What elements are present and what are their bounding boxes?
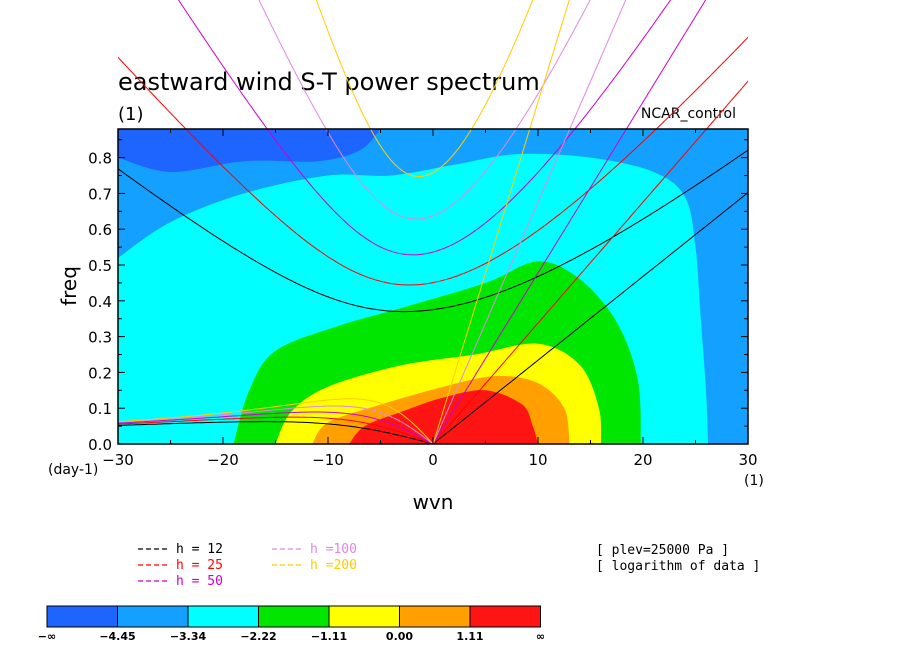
- chart-title: eastward wind S-T power spectrum: [118, 68, 540, 96]
- rossby-curve-h200: [118, 398, 434, 444]
- y-tick-label: 0.3: [88, 329, 112, 347]
- colorbar-swatch: [117, 605, 189, 628]
- legend-label-h200: h =200: [310, 558, 357, 573]
- x-unit-label: (1): [744, 473, 764, 489]
- colorbar-label: 0.00: [386, 630, 413, 643]
- colorbar-label: ∞: [536, 630, 545, 643]
- y-tick-label: 0.8: [88, 150, 112, 168]
- axes: 0.0 0.1 0.2 0.3 0.4 0.5 0.6 0.7 0.8 −30 −20 −10 0 10 2…: [88, 129, 758, 469]
- contour-band-top: [118, 129, 381, 173]
- x-tick-label: −20: [207, 451, 239, 469]
- rossby-curve-h50: [118, 411, 434, 444]
- legend-label-h12: h = 12: [176, 542, 223, 557]
- info-logarithm: [ logarithm of data ]: [596, 559, 760, 574]
- legend-label-h25: h = 25: [176, 558, 223, 573]
- x-tick-label: −30: [102, 451, 134, 469]
- colorbar-label: −∞: [38, 630, 56, 643]
- y-tick-label: 0.1: [88, 400, 112, 418]
- y-tick-label: 0.6: [88, 221, 112, 239]
- ig-curve-h25: [118, 36, 748, 286]
- colorbar-label: −2.22: [240, 630, 276, 643]
- y-tick-label: 0.4: [88, 293, 112, 311]
- kelvin-curve-h25: [432, 80, 748, 444]
- y-tick-label: 0.0: [88, 436, 112, 454]
- colorbar: −∞ −4.45 −3.34 −2.22 −1.11 0.00 1.11 ∞: [38, 605, 545, 643]
- chart-subtitle: (1): [118, 104, 144, 125]
- kelvin-curve-h12: [432, 191, 748, 444]
- x-axis-label: wvn: [413, 490, 454, 514]
- ig-curve-h12: [118, 149, 748, 313]
- x-tick-label: 10: [528, 451, 547, 469]
- x-tick-label: −10: [312, 451, 344, 469]
- info-plev: [ plev=25000 Pa ]: [596, 543, 729, 558]
- colorbar-label: 1.11: [456, 630, 483, 643]
- y-tick-label: 0.7: [88, 185, 112, 203]
- colorbar-swatch: [399, 605, 471, 628]
- y-unit-label: (day-1): [48, 462, 98, 478]
- rossby-curve-h25: [118, 416, 434, 444]
- ig-curve-h50: [177, 0, 672, 256]
- x-tick-label: 30: [738, 451, 757, 469]
- contour-fill: [118, 129, 748, 444]
- kelvin-curve-h50: [432, 0, 707, 444]
- legend-label-h50: h = 50: [176, 574, 223, 589]
- ig-curve-h200: [315, 0, 534, 178]
- ig-curve-h100: [258, 0, 591, 220]
- colorbar-label: −1.11: [311, 630, 347, 643]
- rossby-curve-h12: [118, 421, 434, 444]
- colorbar-swatch: [328, 605, 400, 628]
- kelvin-curve-h100: [432, 0, 627, 444]
- colorbar-swatch: [469, 605, 541, 628]
- y-axis-label: freq: [57, 266, 81, 306]
- colorbar-swatch: [187, 605, 259, 628]
- kelvin-curve-h200: [432, 0, 570, 444]
- colorbar-swatch: [258, 605, 330, 628]
- dispersion-curves: [118, 0, 748, 444]
- colorbar-swatch: [46, 605, 118, 628]
- x-tick-label: 0: [428, 451, 438, 469]
- y-tick-label: 0.5: [88, 257, 112, 275]
- legend-label-h100: h =100: [310, 542, 357, 557]
- colorbar-label: −3.34: [170, 630, 207, 643]
- rossby-curve-h100: [118, 405, 434, 444]
- colorbar-label: −4.45: [99, 630, 135, 643]
- y-tick-label: 0.2: [88, 364, 112, 382]
- x-tick-label: 20: [633, 451, 652, 469]
- dataset-label: NCAR_control: [641, 106, 736, 122]
